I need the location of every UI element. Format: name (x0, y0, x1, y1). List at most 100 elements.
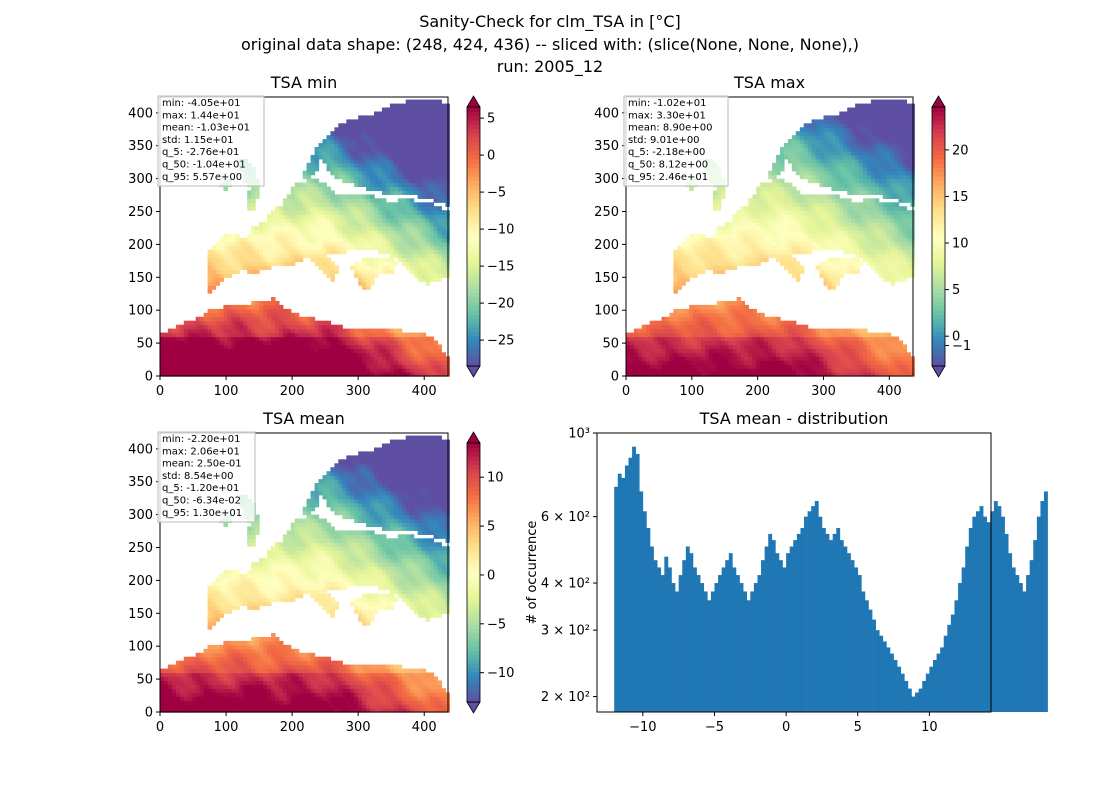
heatmap-cell (389, 127, 395, 132)
heatmap-cell (274, 368, 280, 373)
heatmap-cell (701, 356, 706, 361)
heatmap-cell (764, 233, 769, 239)
heatmap-cell (843, 127, 848, 132)
heatmap-cell (183, 368, 189, 373)
heatmap-cell (302, 198, 308, 203)
heatmap-cell (835, 237, 840, 243)
heatmap-cell (866, 229, 872, 235)
heatmap-cell (223, 324, 228, 330)
heatmap-cell (681, 332, 686, 338)
heatmap-cell (247, 202, 252, 207)
heatmap-cell (665, 320, 671, 326)
heatmap-cell (421, 344, 427, 349)
heatmap-cell (851, 131, 856, 136)
heatmap-cell (370, 344, 375, 349)
heatmap-cell (787, 158, 793, 164)
heatmap-cell (330, 162, 335, 168)
heatmap-cell (701, 237, 706, 243)
heatmap-cell (803, 336, 809, 342)
heatmap-cell (421, 253, 427, 259)
heatmap-cell (863, 245, 868, 251)
heatmap-cell (665, 352, 671, 357)
heatmap-cell (720, 372, 726, 377)
heatmap-cell (732, 368, 738, 373)
heatmap-cell (191, 352, 197, 357)
heatmap-cell (827, 257, 832, 263)
heatmap-cell (227, 253, 232, 259)
heatmap-cell (267, 214, 272, 219)
heatmap-cell (724, 229, 730, 235)
heatmap-cell (417, 226, 423, 231)
heatmap-cell (282, 316, 288, 322)
heatmap-cell (366, 356, 371, 361)
heatmap-cell (827, 229, 832, 235)
heatmap-cell (712, 269, 718, 274)
heatmap-cell (326, 198, 332, 203)
heatmap-cell (223, 261, 228, 267)
heatmap-cell (318, 210, 324, 215)
heatmap-cell (437, 364, 442, 369)
heatmap-cell (259, 249, 264, 255)
heatmap-cell (338, 127, 343, 132)
heatmap-cell (433, 241, 439, 247)
heatmap-cell (641, 332, 647, 338)
heatmap-cell (429, 222, 435, 227)
heatmap-cell (191, 320, 197, 326)
heatmap-cell (681, 253, 686, 259)
heatmap-cell (381, 182, 387, 188)
heatmap-cell (815, 360, 821, 365)
heatmap-cell (681, 277, 686, 282)
heatmap-cell (298, 214, 304, 219)
heatmap-cell (334, 340, 339, 346)
heatmap-cell (855, 135, 860, 140)
heatmap-cell (768, 368, 773, 373)
heatmap-cell (389, 119, 395, 124)
heatmap-cell (866, 143, 872, 148)
heatmap-cell (724, 312, 730, 318)
heatmap-cell (342, 198, 347, 203)
heatmap-cell (724, 226, 730, 231)
heatmap-cell (389, 210, 395, 215)
heatmap-cell (633, 340, 639, 346)
heatmap-cell (784, 245, 789, 251)
heatmap-cell (334, 135, 339, 140)
heatmap-cell (203, 344, 209, 349)
heatmap-cell (823, 261, 829, 267)
heatmap-cell (318, 344, 324, 349)
heatmap-cell (764, 328, 769, 334)
heatmap-cell (839, 368, 844, 373)
heatmap-cell (385, 218, 391, 223)
heatmap-cell (776, 170, 781, 176)
heatmap-cell (629, 348, 635, 353)
heatmap-cell (207, 340, 213, 346)
heatmap-cell (409, 336, 415, 342)
heatmap-cell (350, 340, 355, 346)
heatmap-cell (437, 233, 442, 239)
heatmap-cell (863, 147, 868, 152)
heatmap-cell (278, 308, 284, 314)
heatmap-cell (799, 194, 805, 199)
heatmap-cell (728, 332, 734, 338)
heatmap-cell (712, 241, 718, 247)
heatmap-cell (697, 253, 702, 259)
heatmap-cell (772, 226, 777, 231)
heatmap-cell (306, 202, 312, 207)
heatmap-cell (681, 269, 686, 274)
heatmap-cell (764, 229, 769, 235)
heatmap-cell (381, 210, 387, 215)
heatmap-cell (207, 368, 213, 373)
heatmap-cell (847, 233, 852, 239)
heatmap-cell (823, 139, 829, 144)
heatmap-cell (831, 182, 836, 188)
heatmap-cell (835, 277, 840, 282)
heatmap-cell (350, 356, 355, 361)
heatmap-cell (705, 249, 710, 255)
heatmap-cell (437, 123, 442, 128)
heatmap-cell (338, 131, 343, 136)
heatmap-cell (401, 340, 407, 346)
heatmap-cell (736, 249, 742, 255)
heatmap-cell (776, 166, 781, 172)
heatmap-cell (855, 154, 860, 160)
heatmap-cell (235, 316, 240, 322)
heatmap-cell (831, 281, 836, 286)
